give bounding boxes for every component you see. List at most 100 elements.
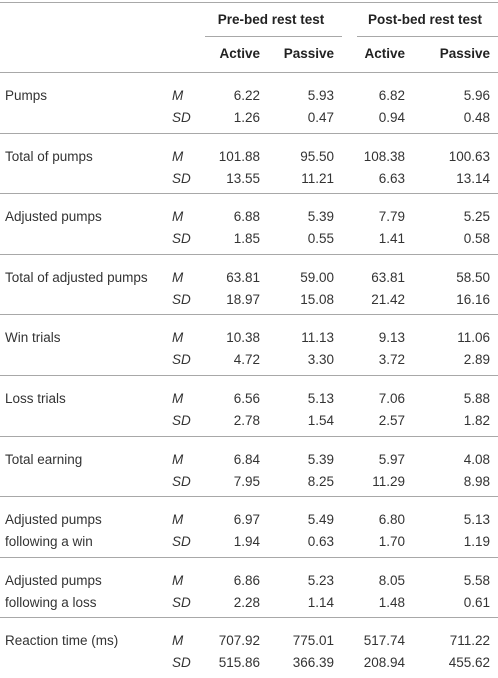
stat-label: M [172, 572, 184, 588]
stat-label: SD [172, 291, 191, 307]
cell-value: 1.82 [463, 413, 490, 428]
cell-value: 5.13 [463, 512, 490, 528]
cell-value: 13.14 [456, 170, 490, 186]
cell-value: 0.63 [307, 534, 334, 550]
cell-value: 1.94 [233, 534, 260, 550]
column-header: Active [219, 46, 260, 61]
cell-value: 5.58 [463, 572, 490, 588]
cell-value: 711.22 [449, 633, 490, 649]
row-label: Adjusted pumps [5, 209, 102, 225]
cell-value: 707.92 [218, 633, 260, 649]
row-label: Adjusted pumps [5, 572, 102, 588]
stat-label: SD [172, 655, 191, 671]
column-header: Passive [283, 46, 334, 61]
cell-value: 8.98 [463, 473, 490, 489]
stat-label: SD [172, 231, 191, 247]
cell-value: 7.79 [378, 209, 405, 225]
stat-label: M [172, 512, 184, 528]
cell-value: 1.48 [378, 594, 405, 610]
cell-value: 63.81 [226, 269, 260, 285]
stat-label: M [172, 148, 184, 164]
row-label: Loss trials [5, 391, 66, 406]
cell-value: 517.74 [363, 633, 405, 649]
row-rule [0, 132, 498, 134]
cell-value: 0.61 [463, 594, 490, 610]
cell-value: 7.06 [378, 391, 405, 406]
cell-value: 1.70 [378, 534, 405, 550]
cell-value: 515.86 [218, 655, 260, 671]
cell-value: 208.94 [363, 655, 405, 671]
row-label: following a win [5, 534, 93, 550]
cell-value: 15.08 [300, 291, 334, 307]
stat-label: M [172, 209, 184, 225]
cell-value: 6.80 [378, 512, 405, 528]
cell-value: 5.39 [307, 209, 334, 225]
stat-label: SD [172, 534, 191, 550]
cell-value: 6.97 [233, 512, 260, 528]
group-rule [205, 36, 342, 37]
cell-value: 6.82 [378, 88, 405, 103]
cell-value: 8.25 [307, 473, 334, 489]
row-rule [0, 435, 498, 437]
cell-value: 2.89 [463, 352, 490, 368]
row-label: Total earning [5, 451, 83, 467]
cell-value: 1.14 [307, 594, 334, 610]
cell-value: 2.28 [233, 594, 260, 610]
cell-value: 3.72 [378, 352, 405, 368]
stat-label: SD [172, 170, 191, 186]
cell-value: 63.81 [371, 269, 405, 285]
cell-value: 1.19 [463, 534, 490, 550]
stat-label: M [172, 269, 184, 285]
cell-value: 5.96 [463, 88, 490, 103]
row-label: Win trials [5, 330, 61, 346]
cell-value: 8.05 [378, 572, 405, 588]
row-rule [0, 496, 498, 498]
cell-value: 5.93 [307, 88, 334, 103]
row-rule [0, 314, 498, 316]
stat-label: M [172, 633, 184, 649]
cell-value: 6.63 [378, 170, 405, 186]
cell-value: 16.16 [456, 291, 490, 307]
cell-value: 7.95 [233, 473, 260, 489]
group-header: Post-bed rest test [367, 12, 483, 27]
cell-value: 59.00 [300, 269, 334, 285]
row-rule [0, 375, 498, 376]
cell-value: 9.13 [378, 330, 405, 346]
stat-label: SD [172, 413, 191, 428]
cell-value: 108.38 [363, 148, 405, 164]
cell-value: 2.78 [233, 413, 260, 428]
cell-value: 6.56 [233, 391, 260, 406]
cell-value: 13.55 [226, 170, 260, 186]
stat-label: M [172, 330, 184, 346]
cell-value: 95.50 [300, 148, 334, 164]
header-rule [0, 72, 498, 73]
cell-value: 0.48 [463, 110, 490, 125]
cell-value: 11.21 [301, 170, 334, 186]
cell-value: 5.97 [378, 451, 405, 467]
stat-label: SD [172, 352, 191, 368]
cell-value: 18.97 [226, 291, 260, 307]
cell-value: 0.58 [463, 231, 490, 247]
cell-value: 775.01 [292, 633, 334, 649]
cell-value: 6.86 [233, 572, 260, 588]
row-rule [0, 253, 498, 255]
cell-value: 455.62 [448, 655, 490, 671]
cell-value: 11.06 [457, 330, 490, 346]
cell-value: 5.25 [463, 209, 490, 225]
cell-value: 11.29 [372, 473, 405, 489]
cell-value: 4.08 [463, 451, 490, 467]
column-header: Passive [439, 46, 490, 61]
row-label: Reaction time (ms) [5, 633, 119, 649]
cell-value: 10.38 [226, 330, 260, 346]
stat-label: M [172, 451, 184, 467]
stat-label: SD [172, 473, 191, 489]
cell-value: 3.30 [307, 352, 334, 368]
cell-value: 0.94 [378, 110, 405, 125]
cell-value: 5.13 [307, 391, 334, 406]
stat-label: M [172, 391, 184, 406]
cell-value: 1.85 [233, 231, 260, 247]
row-rule [0, 193, 498, 195]
top-rule [0, 2, 498, 3]
cell-value: 5.23 [307, 572, 334, 588]
